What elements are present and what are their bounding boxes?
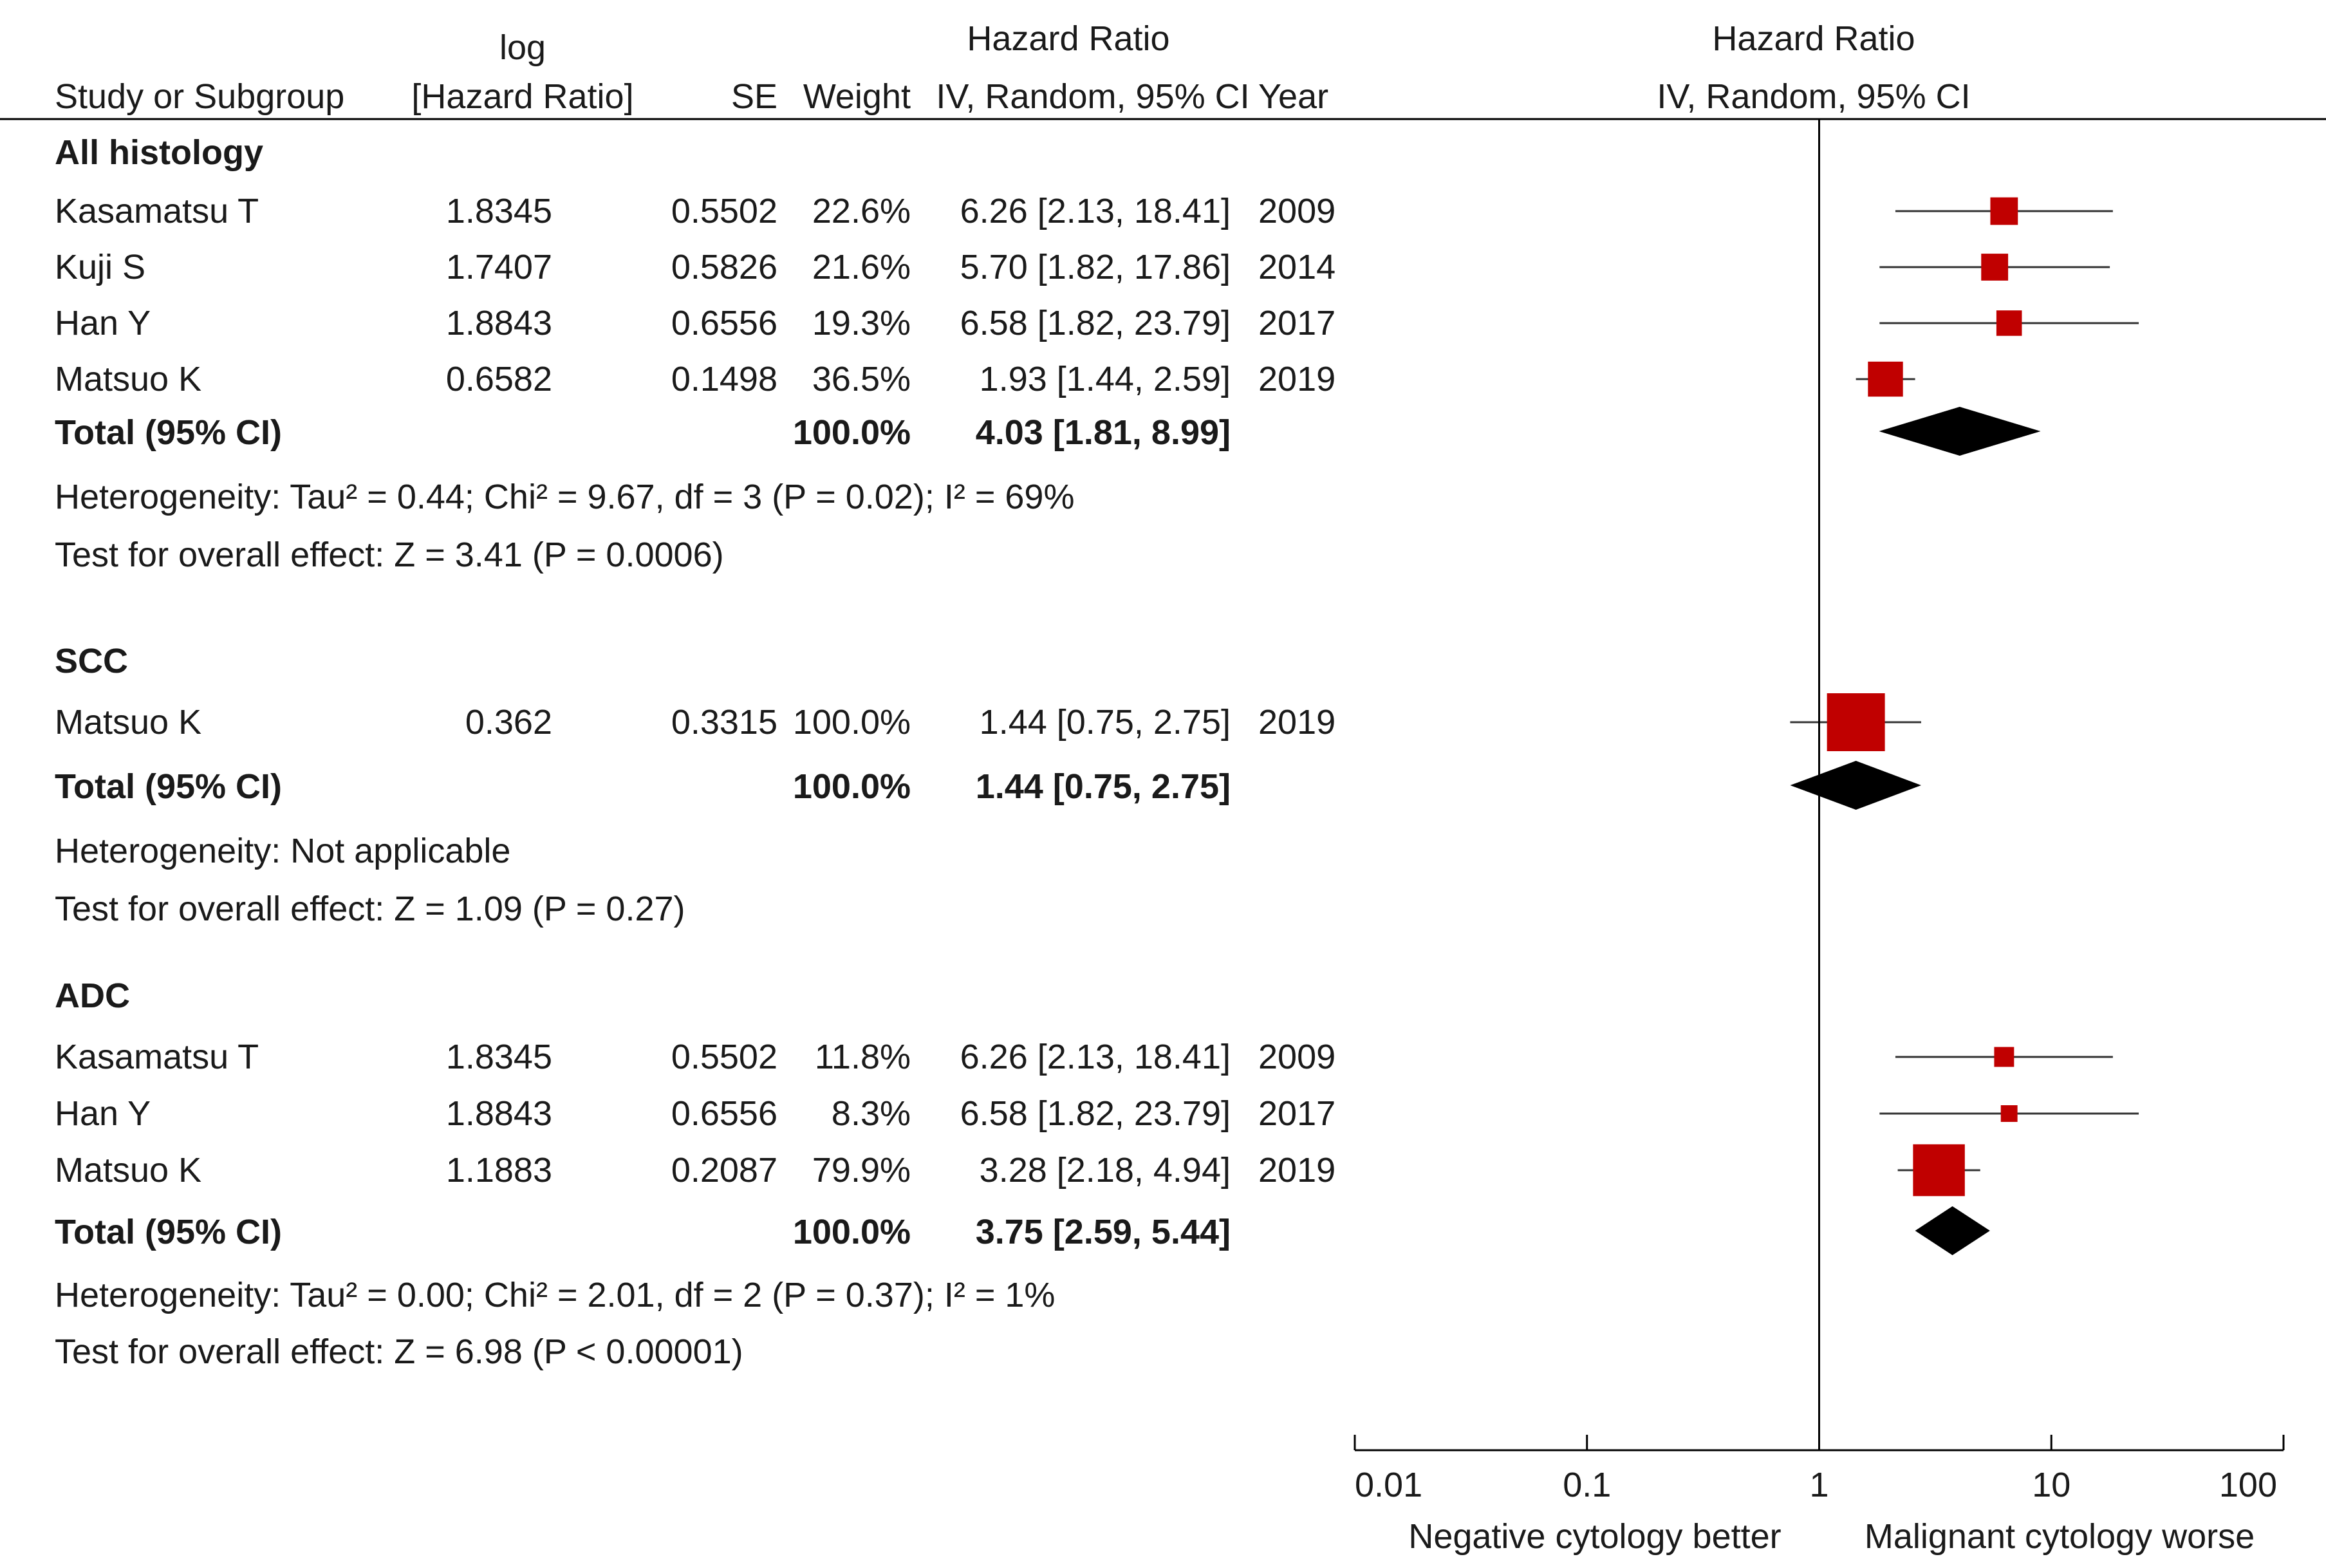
study-weight: 21.6% [812, 248, 911, 286]
study-marker [2000, 1105, 2018, 1122]
favours-left-label: Negative cytology better [1408, 1517, 1781, 1556]
x-axis-tick-label: 0.01 [1355, 1466, 1422, 1504]
heterogeneity-text: Heterogeneity: Not applicable [55, 832, 510, 870]
overall-effect-text: Test for overall effect: Z = 6.98 (P < 0… [55, 1332, 743, 1371]
x-axis-tick-label: 1 [1809, 1466, 1828, 1504]
x-axis-tick-label: 0.1 [1563, 1466, 1611, 1504]
study-log-hr: 1.8843 [446, 1094, 552, 1133]
total-diamond [1915, 1206, 1990, 1255]
subgroup-heading: ADC [55, 976, 130, 1015]
study-hr-ci: 1.44 [0.75, 2.75] [980, 703, 1231, 742]
total-label: Total (95% CI) [55, 1213, 282, 1251]
study-weight: 79.9% [812, 1151, 911, 1190]
study-se: 0.3315 [671, 703, 777, 742]
study-name: Matsuo K [55, 1151, 201, 1190]
header-se-label: SE [731, 77, 777, 116]
study-year: 2019 [1258, 1151, 1335, 1190]
study-log-hr: 1.8843 [446, 304, 552, 342]
x-axis-tick-label: 10 [2032, 1466, 2070, 1504]
header-weight-label: Weight [803, 77, 911, 116]
total-weight: 100.0% [793, 767, 911, 806]
total-weight: 100.0% [793, 413, 911, 452]
heterogeneity-text: Heterogeneity: Tau² = 0.44; Chi² = 9.67,… [55, 478, 1074, 516]
study-se: 0.6556 [671, 1094, 777, 1133]
study-name: Kasamatsu T [55, 1038, 259, 1076]
study-hr-ci: 3.28 [2.18, 4.94] [980, 1151, 1231, 1190]
study-marker [1827, 693, 1885, 751]
study-log-hr: 1.8345 [446, 192, 552, 230]
study-marker [1981, 254, 2009, 281]
study-log-hr: 0.6582 [446, 360, 552, 398]
study-marker [1913, 1144, 1965, 1197]
header-hr-method: IV, Random, 95% CI [936, 77, 1249, 116]
study-log-hr: 0.362 [465, 703, 552, 742]
study-name: Kasamatsu T [55, 192, 259, 230]
study-year: 2019 [1258, 360, 1335, 398]
total-diamond [1879, 407, 2041, 456]
study-weight: 19.3% [812, 304, 911, 342]
study-hr-ci: 1.93 [1.44, 2.59] [980, 360, 1231, 398]
study-marker [1996, 310, 2022, 336]
study-se: 0.6556 [671, 304, 777, 342]
study-name: Matsuo K [55, 703, 201, 742]
study-marker [1868, 361, 1903, 397]
study-year: 2014 [1258, 248, 1335, 286]
study-se: 0.5826 [671, 248, 777, 286]
x-axis-tick-label: 100 [2219, 1466, 2277, 1504]
study-year: 2019 [1258, 703, 1335, 742]
study-marker [1990, 197, 2018, 225]
study-hr-ci: 6.58 [1.82, 23.79] [960, 304, 1231, 342]
study-name: Kuji S [55, 248, 145, 286]
study-hr-ci: 6.26 [2.13, 18.41] [960, 192, 1231, 230]
study-hr-ci: 5.70 [1.82, 17.86] [960, 248, 1231, 286]
total-label: Total (95% CI) [55, 413, 282, 452]
study-year: 2009 [1258, 1038, 1335, 1076]
study-year: 2017 [1258, 1094, 1335, 1133]
study-log-hr: 1.1883 [446, 1151, 552, 1190]
study-weight: 100.0% [793, 703, 911, 742]
heterogeneity-text: Heterogeneity: Tau² = 0.00; Chi² = 2.01,… [55, 1276, 1055, 1314]
header-log-hr-label: [Hazard Ratio] [411, 77, 633, 116]
total-hr-ci: 4.03 [1.81, 8.99] [976, 413, 1231, 452]
study-se: 0.2087 [671, 1151, 777, 1190]
study-name: Matsuo K [55, 360, 201, 398]
study-se: 0.1498 [671, 360, 777, 398]
study-year: 2009 [1258, 192, 1335, 230]
study-name: Han Y [55, 1094, 151, 1133]
header-log-label: log [499, 28, 546, 67]
total-weight: 100.0% [793, 1213, 911, 1251]
header-study-label: Study or Subgroup [55, 77, 344, 116]
subgroup-heading: All histology [55, 133, 263, 172]
header-hr-title: Hazard Ratio [967, 19, 1169, 58]
study-weight: 22.6% [812, 192, 911, 230]
total-diamond [1790, 761, 1921, 810]
subgroup-heading: SCC [55, 642, 128, 680]
overall-effect-text: Test for overall effect: Z = 1.09 (P = 0… [55, 890, 685, 928]
study-hr-ci: 6.26 [2.13, 18.41] [960, 1038, 1231, 1076]
study-se: 0.5502 [671, 1038, 777, 1076]
study-weight: 36.5% [812, 360, 911, 398]
plot-title: Hazard Ratio [1712, 19, 1915, 58]
study-year: 2017 [1258, 304, 1335, 342]
favours-right-label: Malignant cytology worse [1865, 1517, 2255, 1556]
total-label: Total (95% CI) [55, 767, 282, 806]
study-weight: 8.3% [832, 1094, 911, 1133]
study-marker [1994, 1047, 2014, 1067]
total-hr-ci: 1.44 [0.75, 2.75] [976, 767, 1231, 806]
study-log-hr: 1.7407 [446, 248, 552, 286]
plot-method-label: IV, Random, 95% CI [1657, 77, 1970, 116]
study-log-hr: 1.8345 [446, 1038, 552, 1076]
study-name: Han Y [55, 304, 151, 342]
study-weight: 11.8% [815, 1038, 911, 1076]
study-hr-ci: 6.58 [1.82, 23.79] [960, 1094, 1231, 1133]
total-hr-ci: 3.75 [2.59, 5.44] [976, 1213, 1231, 1251]
overall-effect-text: Test for overall effect: Z = 3.41 (P = 0… [55, 536, 724, 574]
study-se: 0.5502 [671, 192, 777, 230]
header-year-label: Year [1258, 77, 1328, 116]
